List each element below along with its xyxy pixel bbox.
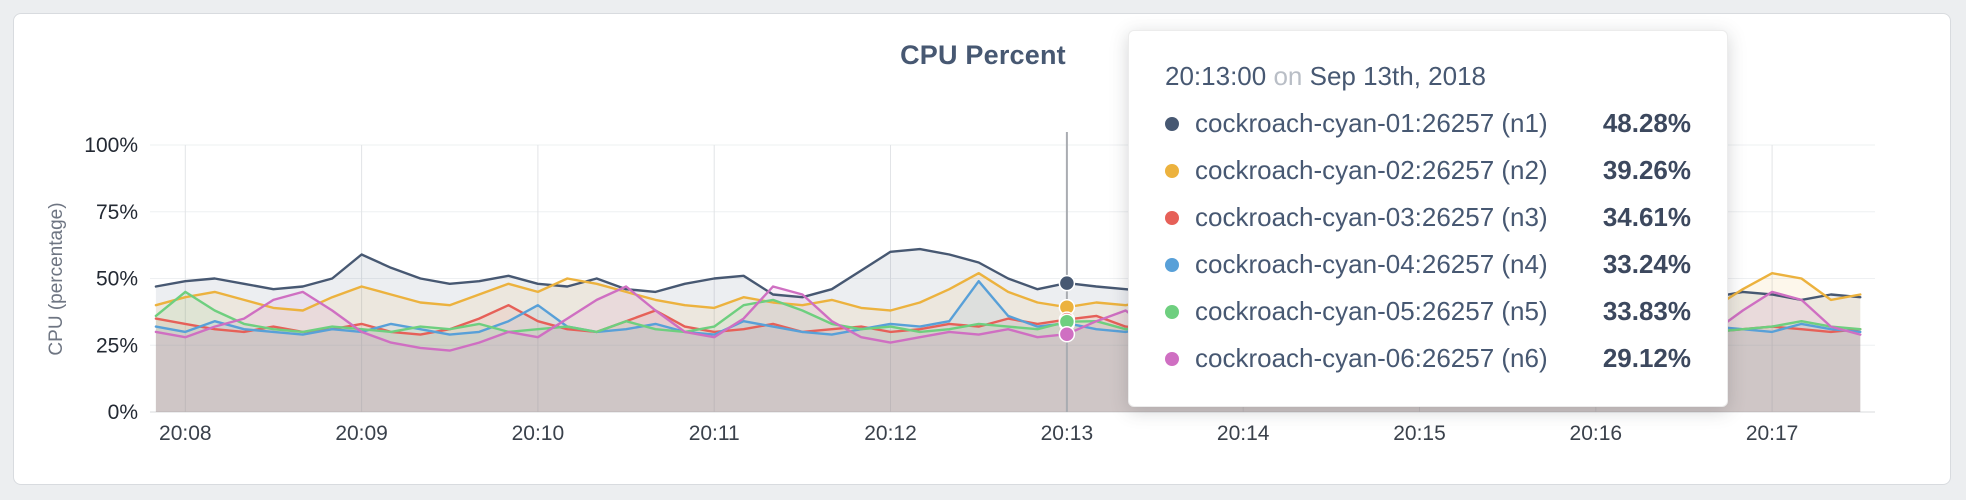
- x-tick-label: 20:13: [1041, 422, 1094, 445]
- series-color-dot: [1165, 163, 1179, 178]
- tooltip-series-row: cockroach-cyan-06:26257 (n6) 29.12%: [1165, 343, 1691, 374]
- series-label: cockroach-cyan-05:26257 (n5): [1195, 296, 1548, 326]
- series-value: 29.12%: [1602, 343, 1691, 373]
- tooltip-series-row: cockroach-cyan-04:26257 (n4) 33.24%: [1165, 249, 1691, 280]
- series-value: 48.28%: [1602, 108, 1691, 138]
- tooltip-date: Sep 13th, 2018: [1309, 61, 1486, 91]
- x-tick-label: 20:12: [864, 422, 917, 445]
- x-tick-label: 20:16: [1570, 422, 1623, 445]
- series-value: 34.61%: [1602, 202, 1691, 232]
- series-color-dot: [1165, 116, 1179, 131]
- tooltip-series-row: cockroach-cyan-05:26257 (n5) 33.83%: [1165, 296, 1691, 327]
- series-color-dot: [1165, 351, 1179, 366]
- x-tick-label: 20:17: [1746, 422, 1799, 445]
- series-label: cockroach-cyan-01:26257 (n1): [1195, 108, 1548, 138]
- series-color-dot: [1165, 304, 1179, 319]
- tooltip-series-row: cockroach-cyan-03:26257 (n3) 34.61%: [1165, 202, 1691, 233]
- tooltip-separator: on: [1273, 61, 1303, 91]
- tooltip-series-row: cockroach-cyan-01:26257 (n1) 48.28%: [1165, 108, 1691, 139]
- y-axis-title: CPU (percentage): [46, 202, 67, 355]
- series-label: cockroach-cyan-06:26257 (n6): [1195, 343, 1548, 373]
- x-tick-label: 20:10: [512, 422, 565, 445]
- y-tick-label: 75%: [96, 201, 138, 224]
- x-tick-label: 20:09: [335, 422, 388, 445]
- y-tick-label: 25%: [96, 334, 138, 357]
- series-color-dot: [1165, 257, 1179, 272]
- y-tick-label: 100%: [84, 134, 138, 157]
- series-label: cockroach-cyan-04:26257 (n4): [1195, 249, 1548, 279]
- tooltip-series-row: cockroach-cyan-02:26257 (n2) 39.26%: [1165, 155, 1691, 186]
- x-tick-label: 20:14: [1217, 422, 1270, 445]
- chart-hover-tooltip: 20:13:00 on Sep 13th, 2018 cockroach-cya…: [1128, 30, 1728, 407]
- y-tick-label: 50%: [96, 268, 138, 291]
- series-color-dot: [1165, 210, 1179, 225]
- hover-point: [1058, 274, 1076, 292]
- tooltip-time: 20:13:00: [1165, 61, 1267, 91]
- chart-title: CPU Percent: [900, 40, 1066, 70]
- series-value: 33.83%: [1602, 296, 1691, 326]
- x-tick-label: 20:11: [689, 422, 740, 445]
- series-label: cockroach-cyan-02:26257 (n2): [1195, 155, 1548, 185]
- series-label: cockroach-cyan-03:26257 (n3): [1195, 202, 1548, 232]
- y-tick-label: 0%: [108, 401, 138, 424]
- series-value: 39.26%: [1602, 155, 1691, 185]
- x-tick-label: 20:15: [1393, 422, 1446, 445]
- tooltip-timestamp: 20:13:00 on Sep 13th, 2018: [1165, 61, 1691, 92]
- hover-point: [1058, 325, 1076, 343]
- tooltip-rows: cockroach-cyan-01:26257 (n1) 48.28% cock…: [1165, 108, 1691, 374]
- x-tick-label: 20:08: [159, 422, 212, 445]
- series-value: 33.24%: [1602, 249, 1691, 279]
